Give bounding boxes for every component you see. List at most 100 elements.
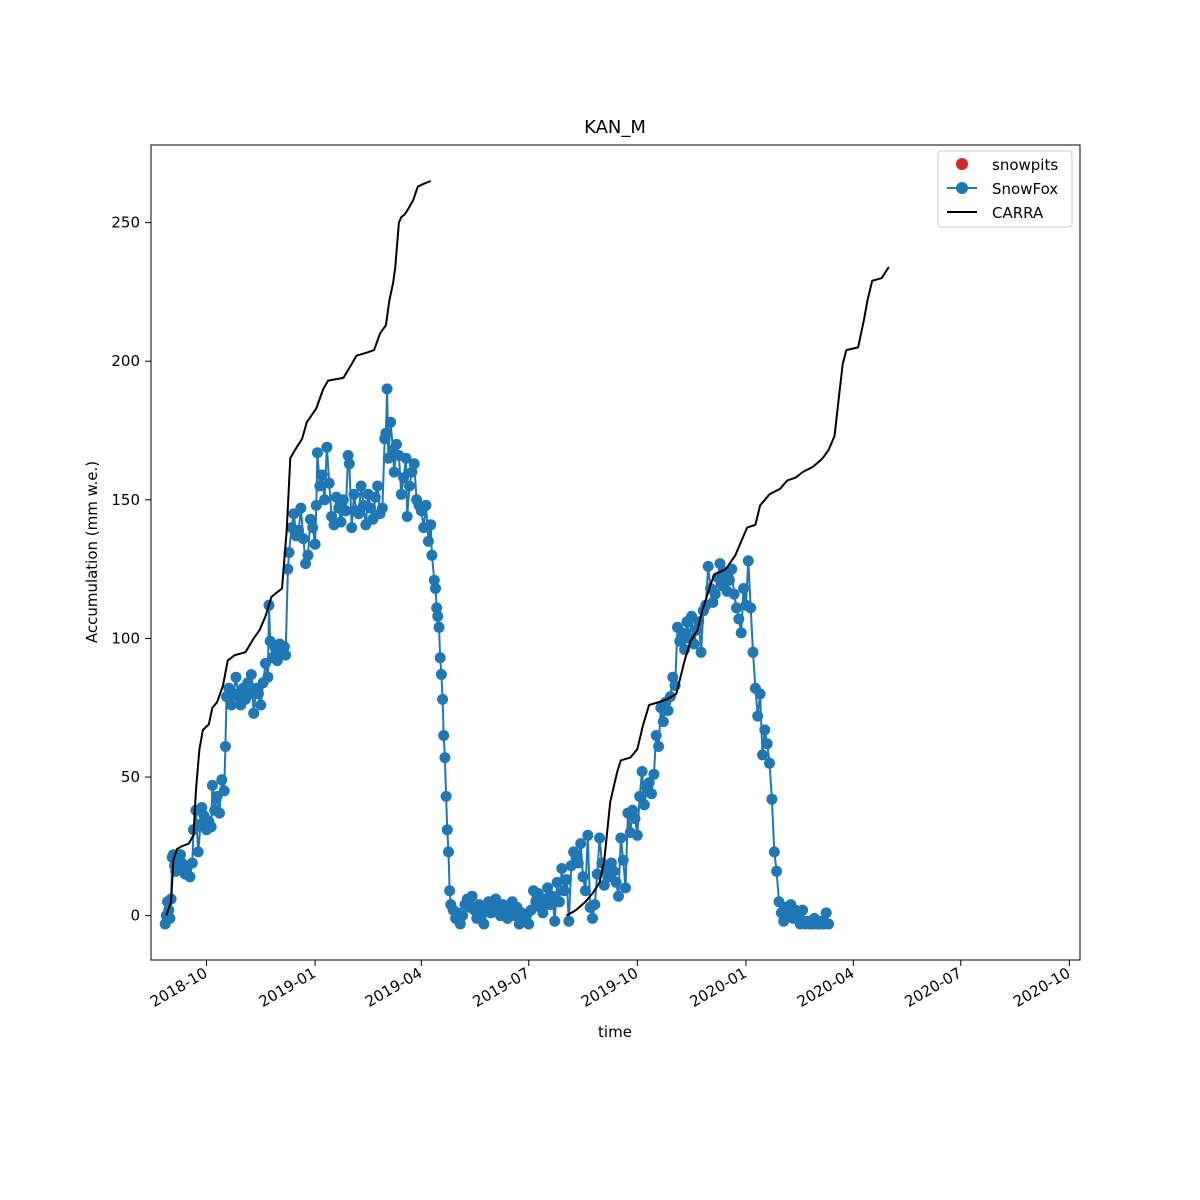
legend-snowfox-label: SnowFox [992, 180, 1058, 198]
snowfox-data-point [761, 738, 773, 750]
snowfox-data-point [439, 752, 451, 764]
snowfox-data-point [314, 480, 326, 492]
snowfox-data-point [709, 588, 721, 600]
y-tick-label: 250 [111, 214, 140, 232]
legend-box [937, 150, 1073, 228]
snowfox-data-point [617, 854, 629, 866]
snowfox-data-point [282, 563, 294, 575]
snowfox-data-point [441, 824, 453, 836]
snowfox-data-point [646, 788, 657, 800]
snowfox-data-point [391, 438, 402, 450]
snowfox-data-point [613, 890, 624, 902]
snowfox-data-point [323, 477, 335, 489]
snowfox-data-point [252, 688, 264, 700]
snowfox-data-point [433, 621, 445, 633]
snowfox-data-point [747, 646, 759, 658]
snowfox-data-point [723, 574, 735, 586]
snowfox-data-point [558, 885, 570, 897]
snowfox-data-point [440, 790, 452, 802]
snowfox-data-point [627, 804, 639, 816]
snowfox-data-point [307, 522, 319, 534]
snowfox-data-point [401, 511, 413, 522]
snowfox-data-point [309, 538, 321, 550]
snowfox-data-point [768, 846, 780, 858]
snowfox-data-point [337, 494, 349, 506]
snowfox-data-point [304, 513, 316, 525]
snowfox-data-point [245, 669, 257, 680]
snowfox-data-point [385, 416, 397, 428]
snowfox-data-point [216, 774, 228, 786]
snowfox-data-point [731, 602, 742, 614]
snowfox-data-point [444, 885, 456, 897]
snowfox-data-point [674, 635, 686, 647]
snowfox-data-point [726, 563, 738, 575]
snowfox-data-point [438, 730, 450, 741]
snowfox-data-point [657, 716, 669, 728]
snowfox-data-point [271, 655, 283, 667]
snowfox-data-point [544, 899, 556, 911]
snowfox-data-point [225, 699, 237, 711]
snowfox-data-point [648, 768, 660, 780]
snowfox-data-point [382, 452, 394, 464]
snowfox-data-point [343, 458, 355, 470]
snowfox-data-point [478, 918, 490, 930]
snowfox-data-point [214, 807, 225, 819]
snowfox-data-point [369, 491, 381, 503]
snowfox-data-point [395, 488, 407, 500]
snowfox-data-point [745, 602, 757, 614]
snowfox-data-point [667, 671, 679, 683]
snowfox-data-point [634, 790, 646, 802]
carra-series-line [165, 180, 432, 916]
snowfox-data-point [537, 907, 549, 919]
snowfox-data-point [340, 505, 352, 517]
snowfox-data-point [638, 799, 650, 811]
snowfox-data-point [353, 508, 365, 520]
snowfox-data-point [757, 749, 768, 761]
snowfox-data-point [733, 613, 745, 625]
snowfox-data-point [316, 469, 328, 481]
plot-series-group [159, 180, 890, 930]
snowfox-data-point [381, 383, 393, 395]
snowfox-data-point [695, 646, 707, 658]
snowfox-data-point [186, 857, 198, 869]
snowfox-data-point [735, 627, 747, 639]
snowfox-data-point [466, 890, 478, 902]
carra-series-line [565, 266, 890, 917]
snowfox-data-point [342, 450, 354, 461]
snowfox-data-point [431, 602, 443, 614]
snowfox-data-point [218, 785, 230, 797]
snowfox-data-point [280, 649, 292, 661]
snowfox-data-point [754, 688, 766, 700]
snowfox-data-point [643, 777, 655, 789]
snowfox-data-point [556, 863, 568, 874]
snowfox-data-point [437, 693, 449, 705]
y-tick-label: 100 [111, 629, 140, 647]
snowfox-data-point [435, 669, 447, 680]
y-tick-label: 150 [111, 491, 140, 509]
legend: snowpits SnowFox CARRA [937, 150, 1073, 228]
snowfox-data-point [553, 896, 565, 908]
snowfox-data-point [561, 874, 572, 886]
snowfox-data-point [631, 829, 643, 841]
snowfox-data-point [797, 904, 809, 916]
snowfox-data-point [388, 466, 400, 478]
snowfox-data-point [549, 915, 561, 927]
snowfox-data-point [297, 533, 309, 545]
snowfox-data-point [205, 821, 217, 833]
snowfox-data-point [610, 876, 622, 888]
snowfox-data-point [406, 466, 418, 478]
snowfox-data-point [434, 652, 446, 664]
snowfox-data-point [598, 879, 610, 891]
snowfox-data-point [425, 519, 437, 531]
legend-snowpits-marker [956, 158, 968, 170]
snowfox-data-point [620, 882, 631, 894]
snowfox-data-point [321, 441, 333, 453]
snowfox-data-point [319, 494, 330, 506]
y-tick-label: 0 [130, 907, 140, 925]
snowfox-data-point [714, 558, 726, 570]
snowfox-data-point [582, 829, 594, 841]
snowfox-data-point [420, 499, 432, 511]
snowfox-data-point [771, 865, 783, 877]
snowfox-data-point [335, 516, 347, 528]
